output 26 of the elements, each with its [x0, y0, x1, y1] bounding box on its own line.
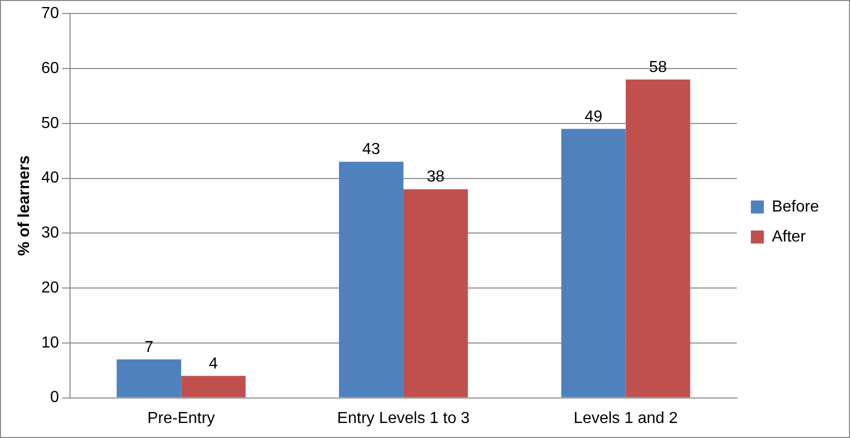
y-tick-label: 20 [41, 279, 60, 296]
bar [626, 79, 690, 398]
legend-label: After [772, 228, 806, 246]
y-tick-label: 40 [41, 170, 60, 187]
y-tick-label: 50 [41, 114, 60, 132]
data-label: 43 [362, 141, 380, 158]
x-tick-label: Levels 1 and 2 [574, 410, 678, 427]
y-tick-label: 0 [50, 389, 60, 406]
x-tick-label: Pre-Entry [147, 410, 215, 427]
y-tick-label: 70 [41, 5, 60, 22]
bar [403, 189, 468, 398]
bar [338, 162, 404, 398]
data-label: 58 [649, 58, 667, 76]
y-tick-label: 10 [41, 334, 60, 352]
bar [181, 376, 246, 398]
data-label: 7 [144, 338, 154, 356]
bar [561, 128, 626, 398]
data-label: 49 [584, 108, 602, 126]
bar [116, 359, 182, 398]
data-label: 38 [426, 168, 445, 186]
y-tick-label: 60 [41, 60, 60, 77]
data-label: 4 [208, 355, 218, 372]
x-tick-label: Entry Levels 1 to 3 [337, 410, 470, 427]
y-tick-label: 30 [41, 224, 60, 242]
y-axis-title: % of learners [16, 155, 34, 256]
legend-label: Before [772, 198, 820, 216]
